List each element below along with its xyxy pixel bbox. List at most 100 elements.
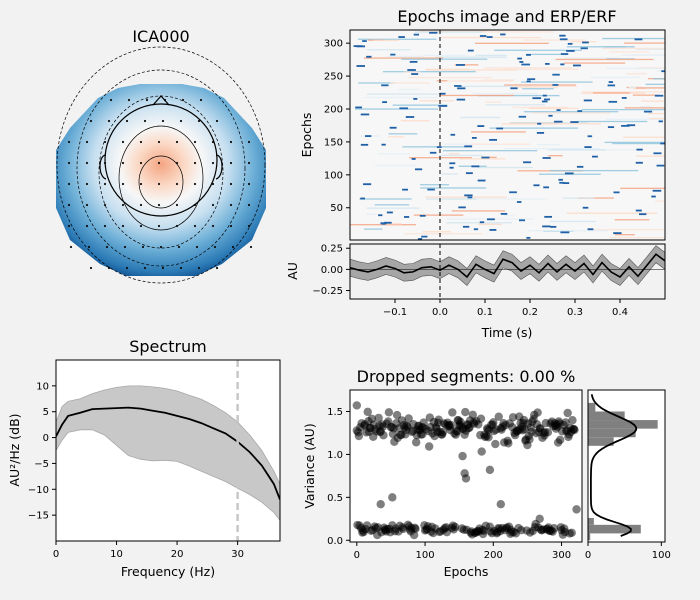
topomap-sensor [247, 140, 251, 144]
histogram-bar [588, 428, 636, 438]
epoch-stripe [608, 51, 650, 53]
epoch-stripe [590, 76, 640, 79]
epoch-spike [438, 105, 448, 107]
epoch-spike [465, 172, 473, 175]
epoch-stripe [623, 136, 665, 138]
epochs-image: 50 100 150 200 250 300 Epochs [299, 29, 666, 241]
epoch-spike [580, 47, 588, 50]
epoch-point [468, 410, 478, 420]
epoch-spike [363, 183, 372, 186]
epoch-spike [542, 157, 551, 159]
epoch-spike [552, 73, 560, 76]
epoch-stripe [577, 197, 614, 199]
spectrum-x-tick-label: 10 [110, 549, 123, 560]
epoch-spike [592, 155, 598, 158]
epoch-stripe [372, 39, 400, 42]
topomap-sensor [215, 119, 219, 123]
epoch-point [411, 524, 420, 533]
dropped-x-tick-label: 300 [552, 550, 571, 561]
epoch-spike [381, 143, 386, 146]
epoch-spike [449, 166, 454, 169]
topomap-sensor [215, 266, 219, 270]
topomap-sensor [89, 119, 93, 123]
epoch-spike [552, 84, 559, 86]
epoch-spike [362, 40, 367, 42]
spectrum-mean-line [56, 406, 280, 500]
epoch-point [411, 438, 421, 447]
topomap-sensor [247, 224, 251, 228]
epoch-stripe [566, 46, 635, 48]
histogram-x-tick-label: 100 [652, 550, 671, 561]
dropped-y-label: Variance (AU) [302, 423, 317, 508]
epoch-point [496, 500, 505, 509]
topomap-sensor [139, 203, 143, 207]
epoch-point [485, 465, 495, 475]
topomap-sensor [67, 161, 71, 165]
epoch-spike [523, 161, 532, 164]
epoch-stripe [425, 196, 507, 198]
topomap-sensor [85, 182, 89, 186]
topomap-sensor [195, 245, 199, 249]
epoch-spike [360, 143, 369, 146]
topomap-sensor [143, 266, 147, 270]
epoch-spike [429, 151, 437, 154]
topomap-sensor [103, 140, 107, 144]
epoch-spike [626, 124, 636, 127]
topomap-sensor [193, 140, 197, 144]
epoch-stripe [546, 149, 638, 151]
topomap-sensor [175, 161, 179, 165]
epoch-stripe [636, 48, 665, 50]
epoch-stripe [404, 233, 483, 235]
epoch-point [504, 439, 513, 448]
topomap-sensors [67, 98, 253, 270]
epoch-stripe [435, 56, 508, 58]
topomap-sensor [229, 224, 233, 228]
epoch-stripe [612, 142, 665, 145]
epoch-spike [582, 41, 589, 44]
epoch-stripe [420, 184, 449, 186]
epochs-y-ticks: 50 100 150 200 250 300 [324, 39, 350, 214]
spectrum-y-tick-label: −15 [28, 511, 49, 522]
epoch-spike [481, 156, 490, 159]
epoch-spike [450, 133, 456, 136]
epoch-stripe [366, 93, 439, 95]
topomap-sensor [67, 140, 71, 144]
dropped-title: Dropped segments: 0.00 % [357, 367, 576, 386]
epoch-stripe [441, 173, 458, 175]
epoch-spike [509, 191, 517, 194]
topomap-sensor [107, 119, 111, 123]
epoch-point [461, 474, 471, 483]
epoch-point [489, 418, 498, 427]
epoch-spike [545, 63, 550, 65]
topomap [56, 46, 266, 284]
epoch-stripe [359, 198, 412, 200]
histogram-bar [588, 411, 625, 421]
epoch-stripe [358, 82, 396, 84]
epoch-stripe [478, 166, 533, 169]
epoch-stripe [624, 107, 665, 109]
topomap-sensor [127, 98, 131, 102]
epoch-stripe [623, 42, 665, 44]
epoch-spike [643, 110, 653, 113]
epoch-stripe [413, 214, 464, 216]
epoch-spike [419, 214, 426, 217]
epoch-stripe [512, 106, 569, 109]
epoch-spike [458, 206, 466, 209]
dropped-y-tick-label: 1.0 [327, 450, 343, 461]
topomap-sensor [85, 224, 89, 228]
dropped-x-tick-label: 0 [354, 550, 360, 561]
epoch-spike [560, 53, 569, 55]
histogram-x-ticks: 0 100 [585, 542, 671, 561]
topomap-sensor [125, 119, 129, 123]
epoch-stripe [448, 198, 547, 200]
epoch-spike [360, 113, 370, 116]
topomap-sensor [247, 161, 251, 165]
epoch-stripe [562, 197, 595, 199]
epoch-stripe [621, 54, 665, 56]
epoch-point [450, 522, 460, 532]
epochs-y-tick-label: 100 [324, 170, 343, 181]
topomap-sensor [121, 161, 125, 165]
epoch-stripe [444, 143, 477, 145]
epoch-spike [454, 85, 462, 87]
epoch-spike [489, 138, 498, 141]
